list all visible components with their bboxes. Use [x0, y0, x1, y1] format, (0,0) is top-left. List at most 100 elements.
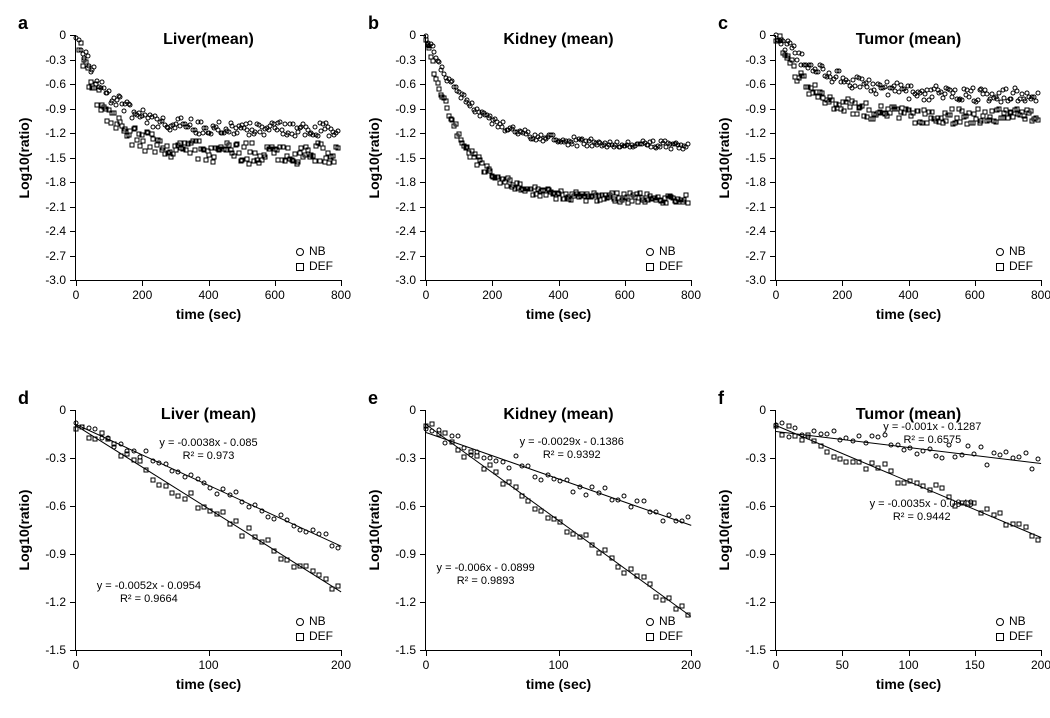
ylabel: Log10(ratio) [716, 490, 732, 571]
tick-label-y: -1.5 [45, 643, 66, 657]
tick-label-y: -0.3 [745, 451, 766, 465]
marker-nb [128, 103, 133, 108]
xlabel: time (sec) [176, 676, 241, 692]
tick-x [691, 650, 692, 656]
marker-nb [909, 83, 914, 88]
marker-nb [248, 121, 253, 126]
marker-def [863, 466, 868, 471]
marker-def [427, 46, 432, 51]
marker-def [468, 450, 473, 455]
marker-def [77, 48, 82, 53]
marker-def [930, 109, 935, 114]
fit-equation: y = -0.0029x - 0.1386 [520, 436, 624, 449]
figure-root: 0200400600800-3.0-2.7-2.4-2.1-1.8-1.5-1.… [0, 0, 1050, 718]
fit-equation: y = -0.006x - 0.0899 [437, 562, 535, 575]
marker-def [997, 510, 1002, 515]
marker-nb [156, 125, 161, 130]
tick-label-y: -0.3 [45, 451, 66, 465]
tick-label-y: -0.6 [395, 77, 416, 91]
marker-nb [669, 146, 674, 151]
marker-nb [921, 97, 926, 102]
marker-nb [975, 98, 980, 103]
marker-def [78, 40, 83, 45]
marker-def [443, 431, 448, 436]
legend-label: NB [1009, 614, 1026, 629]
legend-label: DEF [1009, 259, 1033, 274]
marker-def [296, 159, 301, 164]
marker-def [958, 120, 963, 125]
tick-label-y: -1.5 [395, 151, 416, 165]
marker-def [997, 106, 1002, 111]
tick-label-y: -1.5 [745, 151, 766, 165]
marker-nb [261, 133, 266, 138]
marker-nb [470, 100, 475, 105]
marker-nb [312, 125, 317, 130]
tick-y [70, 109, 76, 110]
legend-item: DEF [646, 259, 683, 274]
square-icon [296, 633, 304, 641]
tick-label-y: -2.7 [45, 249, 66, 263]
marker-def [970, 121, 975, 126]
marker-nb [940, 96, 945, 101]
legend: NBDEF [646, 244, 683, 274]
marker-def [150, 477, 155, 482]
tick-label-y: -3.0 [745, 273, 766, 287]
legend-label: DEF [659, 629, 683, 644]
marker-def [842, 109, 847, 114]
marker-nb [686, 515, 691, 520]
marker-def [236, 150, 241, 155]
marker-nb [494, 459, 499, 464]
tick-label-x: 400 [198, 288, 218, 302]
marker-def [799, 438, 804, 443]
tick-label-x: 600 [965, 288, 985, 302]
marker-def [250, 140, 255, 145]
tick-label-y: -1.8 [395, 175, 416, 189]
marker-nb [329, 544, 334, 549]
tick-x [975, 650, 976, 656]
tick-label-y: -0.6 [45, 77, 66, 91]
marker-nb [876, 434, 881, 439]
marker-nb [507, 465, 512, 470]
marker-def [243, 141, 248, 146]
panel-letter: b [368, 13, 379, 34]
legend: NBDEF [646, 614, 683, 644]
marker-def [240, 534, 245, 539]
fit-annotation: y = -0.0038x - 0.085R² = 0.973 [159, 437, 257, 463]
tick-label-y: -0.3 [745, 53, 766, 67]
marker-nb [942, 91, 947, 96]
marker-def [235, 141, 240, 146]
marker-nb [440, 64, 445, 69]
tick-label-x: 50 [836, 658, 849, 672]
marker-def [157, 138, 162, 143]
tick-label-x: 0 [773, 288, 780, 302]
legend-item: NB [646, 614, 683, 629]
marker-nb [831, 428, 836, 433]
marker-def [137, 458, 142, 463]
marker-nb [532, 474, 537, 479]
marker-nb [1036, 456, 1041, 461]
tick-y [70, 158, 76, 159]
marker-nb [940, 455, 945, 460]
marker-def [583, 199, 588, 204]
square-icon [996, 263, 1004, 271]
tick-x [559, 280, 560, 286]
legend-label: DEF [659, 259, 683, 274]
marker-nb [1033, 98, 1038, 103]
marker-def [85, 66, 90, 71]
tick-y [70, 231, 76, 232]
tick-x [842, 650, 843, 656]
tick-label-y: -0.9 [45, 547, 66, 561]
marker-def [825, 449, 830, 454]
marker-nb [118, 95, 123, 100]
fit-r2: R² = 0.9893 [437, 575, 535, 588]
marker-nb [266, 128, 271, 133]
marker-def [445, 105, 450, 110]
legend-label: NB [1009, 244, 1026, 259]
marker-nb [432, 49, 437, 54]
marker-nb [960, 98, 965, 103]
plot-area: 0100200-1.5-1.2-0.9-0.6-0.30time (sec)Lo… [75, 410, 341, 651]
tick-label-y: -0.9 [745, 547, 766, 561]
plot-area: 0200400600800-3.0-2.7-2.4-2.1-1.8-1.5-1.… [775, 35, 1041, 281]
tick-y [70, 650, 76, 651]
marker-nb [455, 433, 460, 438]
